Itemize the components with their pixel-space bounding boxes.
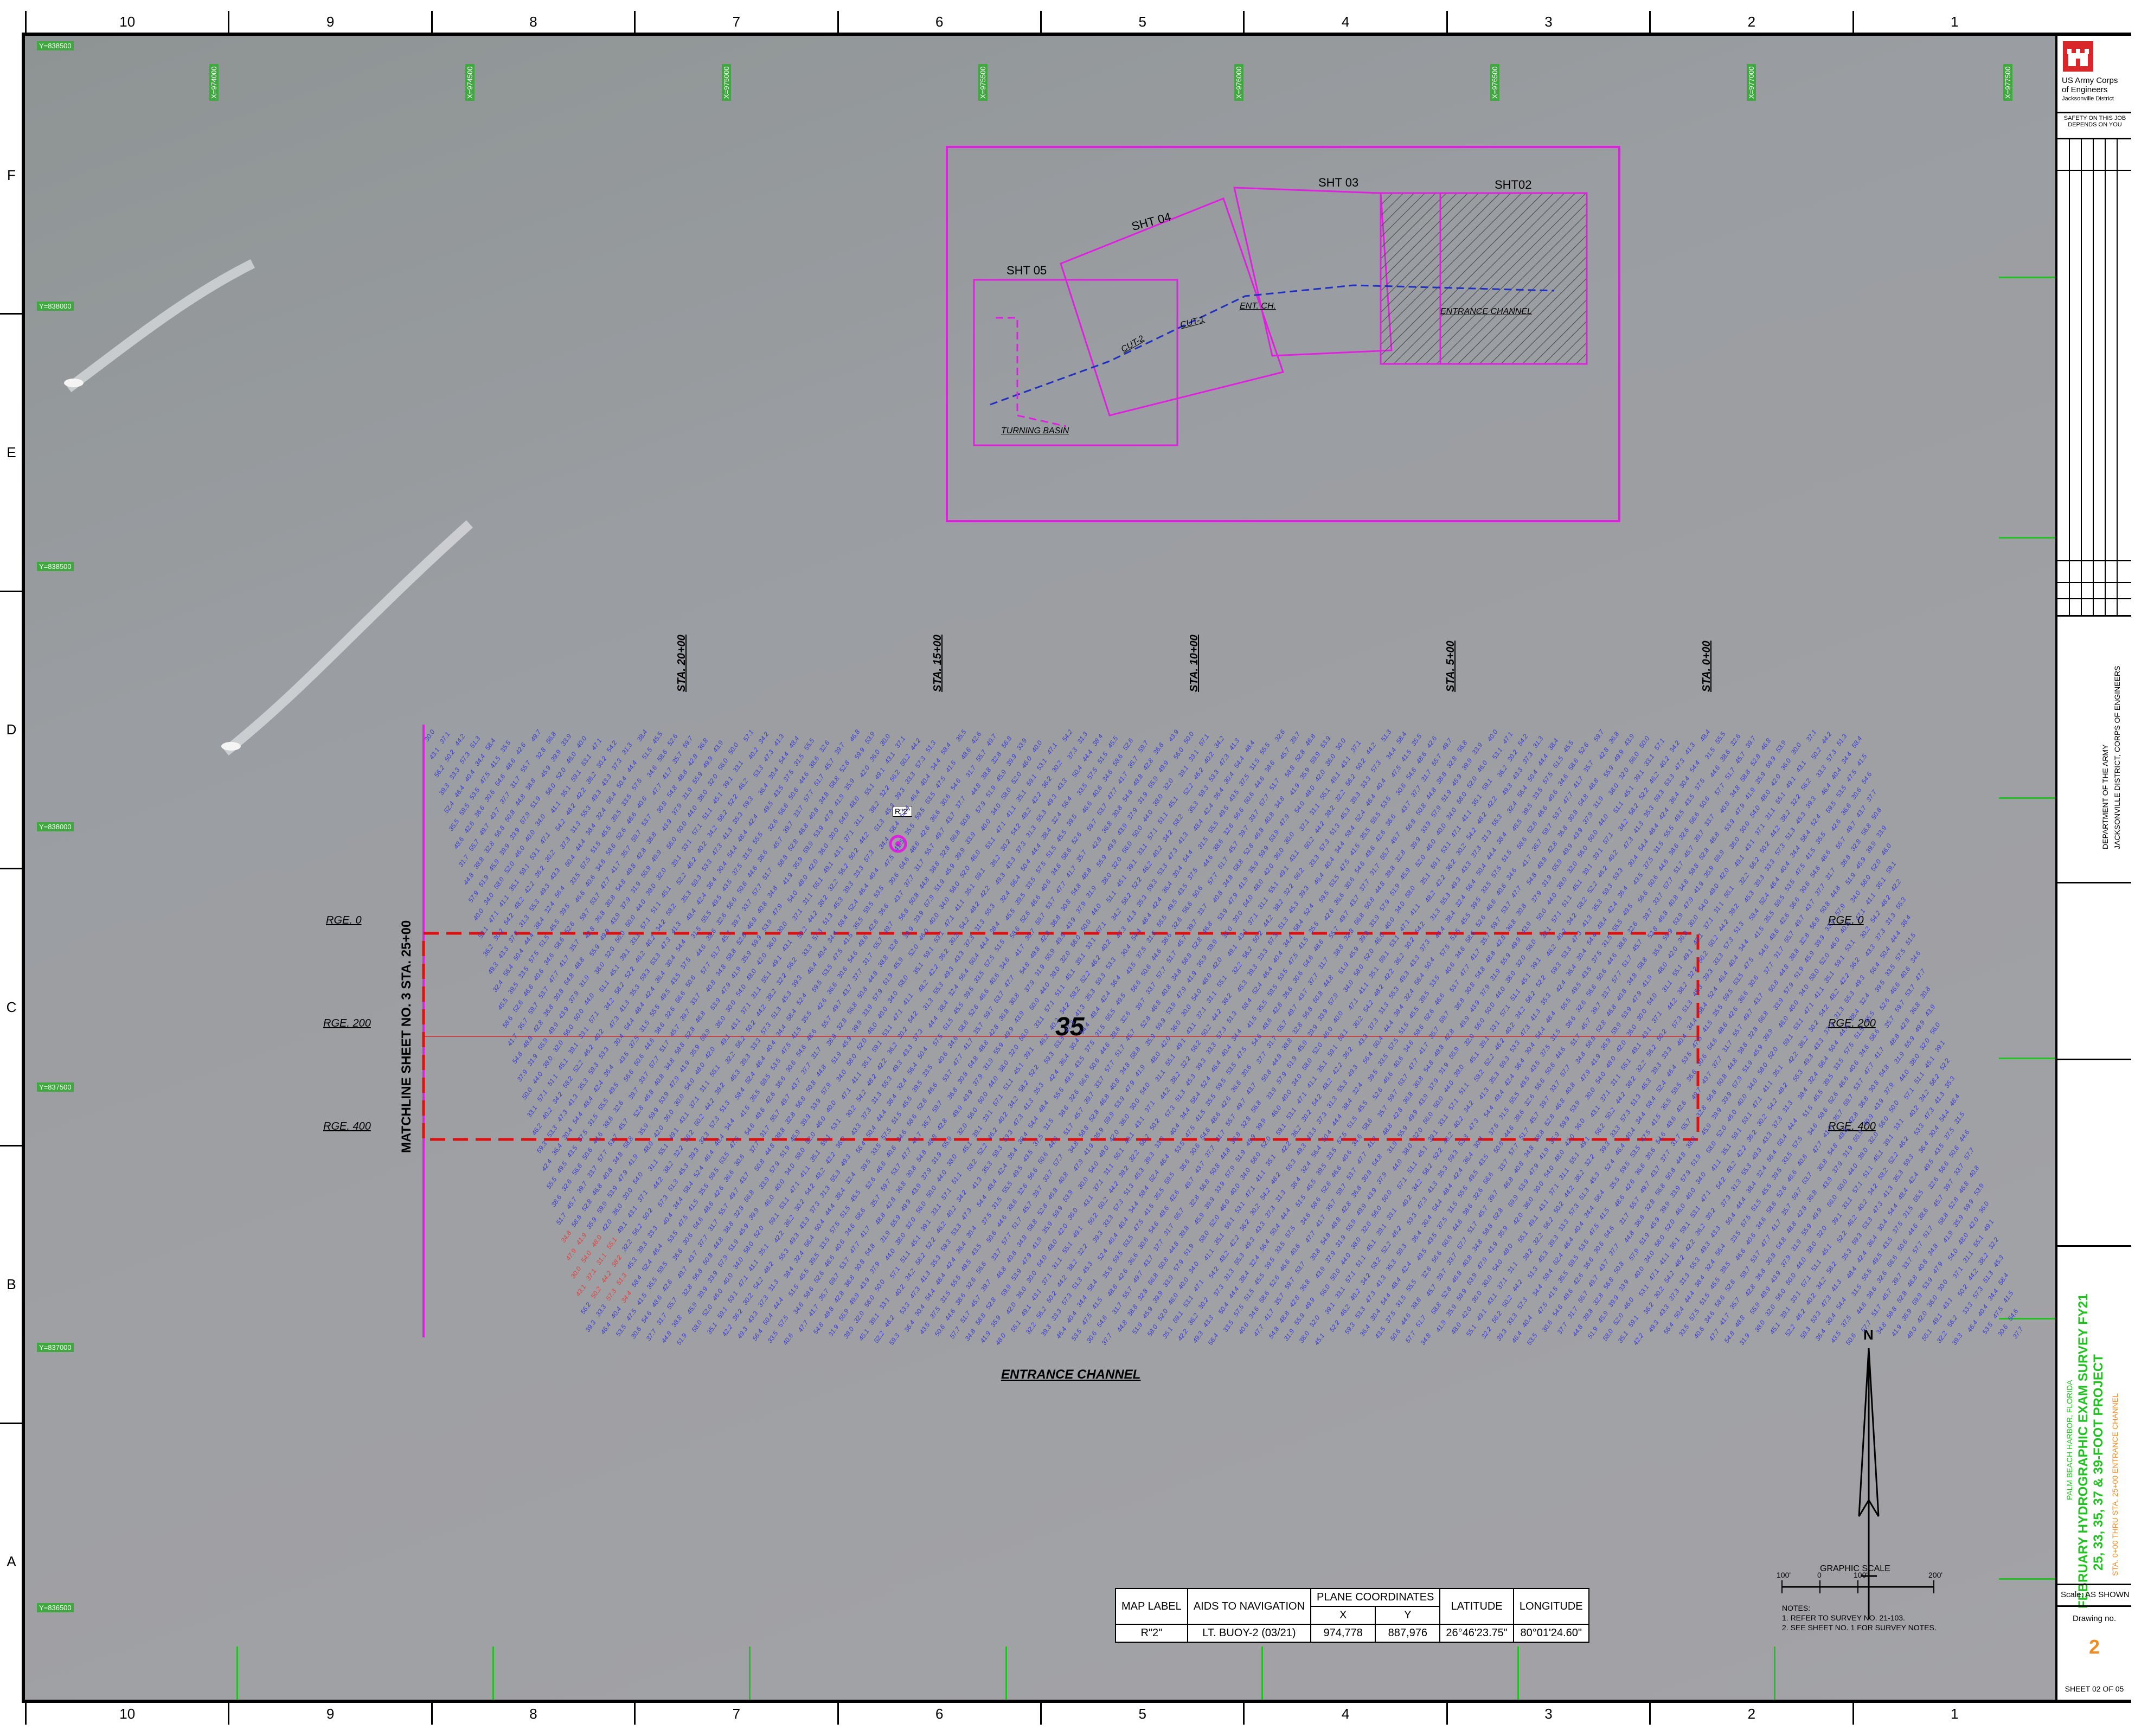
grid-column-label: 3: [1446, 1703, 1649, 1725]
grid-column-label: 5: [1040, 11, 1243, 33]
key-map-sht02: SHT02: [1495, 178, 1531, 192]
key-map-ent-ch: ENT. CH.: [1240, 302, 1276, 311]
scale-tick: 0: [1817, 1571, 1822, 1579]
coord-tag: X=977500: [2003, 64, 2012, 101]
key-map-entrance-channel: ENTRANCE CHANNEL: [1440, 307, 1532, 317]
boat-wake-2: [226, 524, 470, 752]
grid-tick: [1261, 1647, 1263, 1700]
grid-row-label: B: [4, 1276, 18, 1293]
grid-row-divider: [0, 1423, 22, 1424]
grid-column-label: 7: [634, 1703, 837, 1725]
notes-title: NOTES:: [1782, 1603, 1937, 1613]
coord-tag: X=976000: [1234, 64, 1243, 101]
grid-column-label: 9: [228, 11, 431, 33]
aerial-map: Y=838500 Y=838000 Y=838500 Y=838000 Y=83…: [25, 36, 2055, 1700]
coord-tag: Y=838500: [37, 562, 74, 571]
grid-column-label: 7: [634, 11, 837, 33]
grid-column-label: 4: [1243, 1703, 1446, 1725]
grid-tick: [1999, 277, 2055, 278]
station-label: STA. 15+00: [932, 635, 944, 692]
range-label-left: RGE. 400: [323, 1120, 371, 1133]
grid-tick: [1517, 1647, 1519, 1700]
coord-tag: X=977000: [1747, 64, 1756, 101]
key-map-turning-basin: TURNING BASIN: [1001, 426, 1069, 436]
grid-tick: [749, 1647, 751, 1700]
matchline-label: MATCHLINE SHEET NO. 3 STA. 25+00: [399, 920, 414, 1153]
grid-column-label: 1: [1852, 1703, 2055, 1725]
sht03-box: [1234, 188, 1392, 356]
sht02-box: [1440, 193, 1587, 364]
grid-row-label: A: [4, 1553, 18, 1570]
grid-column-label: 3: [1446, 11, 1649, 33]
coord-tag: Y=837500: [37, 1082, 74, 1092]
coord-tag: X=974000: [209, 64, 219, 101]
grid-tick: [1774, 1647, 1775, 1700]
boat-2: [221, 742, 241, 751]
range-label-left: RGE. 200: [323, 1017, 371, 1030]
coord-tag: Y=837000: [37, 1343, 74, 1352]
grid-tick: [1005, 1647, 1007, 1700]
sht05-box: [974, 280, 1177, 445]
sht03-hatch: [1381, 193, 1440, 364]
coord-tag: X=975500: [978, 64, 988, 101]
grid-column-label: 10: [25, 1703, 228, 1725]
boat-1: [64, 379, 84, 387]
grid-tick: [492, 1647, 494, 1700]
grid-column-header-bottom: 10 9 8 7 6 5 4 3 2 1: [22, 1703, 2131, 1725]
grid-row-label: F: [4, 167, 18, 184]
coord-tag: Y=836500: [37, 1603, 74, 1612]
key-map-sht05: SHT 05: [1007, 264, 1047, 278]
grid-tick: [1999, 1578, 2055, 1580]
grid-row-divider: [0, 1145, 22, 1146]
grid-column-label: 2: [1649, 1703, 1852, 1725]
grid-column-label: 6: [837, 1703, 1040, 1725]
grid-column-label: 1: [1852, 11, 2055, 33]
grid-column-label: 10: [25, 11, 228, 33]
grid-row-divider: [0, 591, 22, 592]
station-label: STA. 20+00: [676, 635, 688, 692]
grid-column-label: 9: [228, 1703, 431, 1725]
grid-tick: [1999, 1058, 2055, 1059]
grid-column-label: 4: [1243, 11, 1446, 33]
station-label: STA. 10+00: [1188, 635, 1201, 692]
grid-column-label: 6: [837, 11, 1040, 33]
notes-line: 1. REFER TO SURVEY NO. 21-103.: [1782, 1613, 1937, 1623]
scale-tick: 200': [1928, 1571, 1943, 1579]
grid-row-divider: [0, 868, 22, 869]
grid-row-label: C: [4, 999, 18, 1016]
coord-tag: Y=838000: [37, 822, 74, 831]
grid-row-label: E: [4, 444, 18, 461]
grid-tick: [1999, 797, 2055, 799]
channel-label: ENTRANCE CHANNEL: [1001, 1367, 1140, 1382]
scale-tick: 100': [1777, 1571, 1791, 1579]
grid-column-header-top: 10 9 8 7 6 5 4 3 2 1: [22, 11, 2131, 33]
grid-tick: [1999, 537, 2055, 539]
notes-line: 2. SEE SHEET NO. 1 FOR SURVEY NOTES.: [1782, 1623, 1937, 1632]
notes: NOTES: 1. REFER TO SURVEY NO. 21-103. 2.…: [1782, 1603, 1937, 1632]
coord-tag: X=975000: [722, 64, 731, 101]
grid-column-label: 8: [431, 11, 634, 33]
coord-tag: X=976500: [1490, 64, 1499, 101]
range-label-left: RGE. 0: [326, 914, 362, 927]
station-label: STA. 5+00: [1445, 640, 1457, 692]
grid-column-label: 8: [431, 1703, 634, 1725]
grid-row-divider: [0, 313, 22, 315]
grid-row-label: D: [4, 721, 18, 738]
key-map-sht03: SHT 03: [1318, 176, 1358, 190]
coord-tag: X=974500: [465, 64, 475, 101]
coord-tag: Y=838500: [37, 41, 74, 50]
grid-column-label: 5: [1040, 1703, 1243, 1725]
boat-wake-1: [68, 264, 253, 388]
coord-tag: Y=838000: [37, 302, 74, 311]
turning-basin-outline: [996, 318, 1066, 426]
scale-tick: 100': [1854, 1571, 1868, 1579]
grid-tick: [236, 1647, 238, 1700]
station-label: STA. 0+00: [1701, 640, 1713, 692]
grid-column-label: 2: [1649, 11, 1852, 33]
